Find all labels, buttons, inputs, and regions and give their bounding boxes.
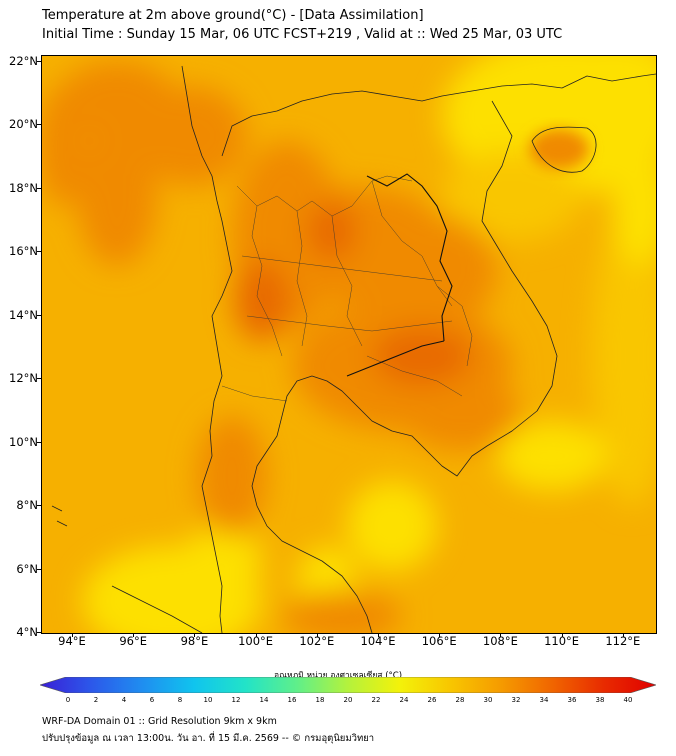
lon-label: 96°E [119,634,148,648]
country-borders [346,173,453,377]
colorbar-tick-label: 34 [539,696,549,704]
chart-subtitle: Initial Time : Sunday 15 Mar, 06 UTC FCS… [42,27,563,42]
colorbar-tick-label: 16 [287,696,297,704]
lon-tick [500,633,502,637]
province-borders [221,175,473,402]
colorbar-tick-label: 10 [203,696,213,704]
lon-tick [133,633,135,637]
lat-tick [37,568,41,570]
lon-label: 100°E [238,634,274,648]
colorbar-tick-label: 12 [231,696,241,704]
lon-label: 102°E [299,634,335,648]
temperature-map[interactable] [41,55,657,634]
colorbar-tick-label: 8 [177,696,183,704]
lon-label: 108°E [482,634,518,648]
lon-tick [255,633,257,637]
temperature-field [42,56,656,633]
lon-label: 110°E [544,634,580,648]
colorbar-title: อุณหภูมิ หน่วย องศาเซลเซียส (°C) [273,671,403,681]
footer-update-info: ปรับปรุงข้อมูล ณ เวลา 13:00น. วัน อา. ที… [42,733,375,744]
lat-label: 16°N [9,244,38,259]
footer-model-info: WRF-DA Domain 01 :: Grid Resolution 9km … [42,716,277,727]
lon-label: 112°E [605,634,641,648]
lat-label: 8°N [16,498,38,513]
lon-label: 98°E [180,634,209,648]
colorbar-tick-label: 2 [93,696,99,704]
colorbar-tick-label: 18 [315,696,325,704]
lat-label: 14°N [9,307,38,322]
map-canvas [42,56,656,633]
lon-label: 104°E [360,634,396,648]
chart-title: Temperature at 2m above ground(°C) - [Da… [42,8,424,23]
coastlines [51,65,656,633]
lat-label: 4°N [16,625,38,639]
hainan-cool-area [529,129,589,169]
lon-tick [378,633,379,637]
colorbar-tick-label: 38 [595,696,605,704]
colorbar-tick-label: 0 [65,696,71,704]
lat-tick [37,314,41,316]
lat-tick [37,505,41,507]
colorbar-tick-label: 4 [121,696,127,704]
lat-tick [37,378,41,380]
lon-tick [439,633,441,637]
lat-tick [37,61,41,62]
lat-label: 22°N [9,54,38,68]
lon-tick [72,633,73,637]
colorbar-tick-label: 20 [343,696,353,704]
lat-tick [37,187,41,189]
lon-tick [561,633,563,637]
lat-label: 10°N [9,434,38,449]
lat-label: 12°N [9,371,38,386]
lat-label: 20°N [9,117,38,132]
lon-tick [194,633,196,637]
colorbar-tick-label: 30 [483,696,493,704]
lat-label: 18°N [9,180,38,195]
lon-label: 106°E [421,634,457,648]
lat-label: 6°N [16,561,38,576]
colorbar-tick-label: 36 [567,696,577,704]
colorbar [40,677,656,693]
colorbar-tick-label: 32 [511,696,521,704]
colorbar-tick-label: 22 [371,696,381,704]
lat-tick [37,632,41,633]
lon-label: 94°E [58,634,86,648]
lon-tick [316,633,318,637]
colorbar-tick-label: 24 [399,696,409,704]
colorbar-tick-label: 40 [623,696,633,704]
lat-tick [37,251,41,253]
colorbar-tick-label: 28 [455,696,465,704]
lon-tick [622,633,624,637]
colorbar-tick-label: 14 [259,696,269,704]
lat-tick [37,124,41,126]
lat-tick [37,441,41,443]
colorbar-tick-label: 6 [149,696,155,704]
colorbar-tick-label: 26 [427,696,437,704]
